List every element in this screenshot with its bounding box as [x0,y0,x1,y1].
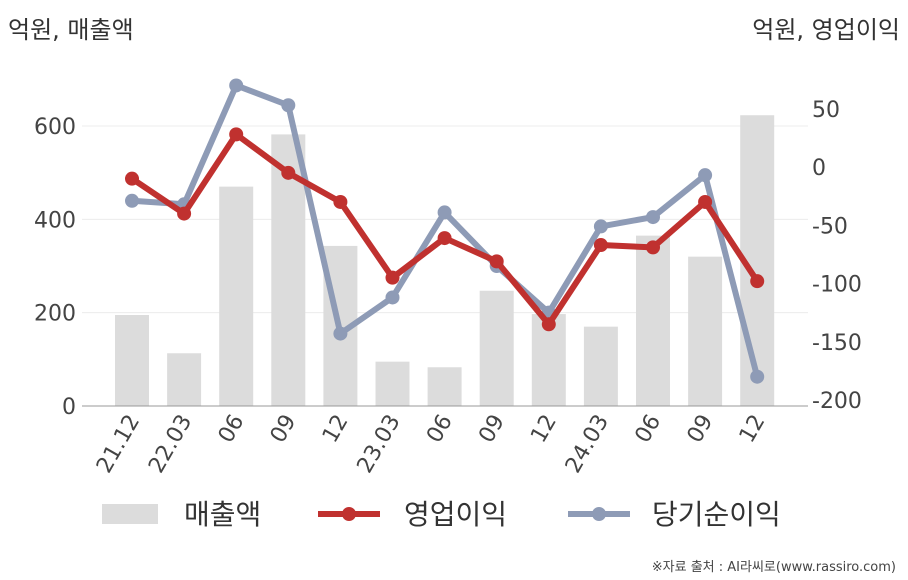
source-note: ※자료 출처 : AI라씨로(www.rassiro.com) [652,560,896,575]
x-tick-label: 12 [735,411,771,448]
y-right-tick-label: -200 [812,389,862,414]
x-tick-label: 22.03 [144,411,197,478]
x-tick-label: 09 [266,411,302,448]
bar [636,235,670,406]
series-point [333,326,348,341]
bar [375,361,410,406]
series-point [750,369,765,384]
series-point [646,210,660,225]
bar [167,353,202,406]
x-tick-label: 06 [631,411,667,448]
y-left-tick-label: 0 [62,395,76,420]
series-point [385,270,400,285]
legend-swatch-marker [592,507,606,521]
y-right-tick-label: -50 [812,214,848,239]
left-axis-label: 억원, 매출액 [8,16,134,44]
series-point [593,219,608,234]
line-series [125,78,765,384]
bar-series [115,115,775,406]
x-tick-label: 12 [318,411,354,448]
y-right-tick-label: 50 [812,98,840,123]
x-tick-label: 06 [214,411,250,448]
series-point [437,205,452,220]
legend-swatch-bar [102,504,158,524]
y-left-tick-label: 600 [34,115,76,140]
series-point [125,171,139,186]
series-point [593,238,608,253]
legend: 매출액 영업이익 당기순이익 [102,498,781,531]
series-point [489,254,504,269]
bar [688,256,723,406]
bar [427,367,462,406]
series-point [541,317,556,332]
bar [115,314,149,406]
y-right-tick-label: -100 [812,273,862,298]
legend-swatch-marker [342,507,356,521]
series-point [646,240,660,255]
series-point [125,193,139,208]
x-tick-label: 21.12 [92,411,145,478]
series-point [281,98,296,113]
legend-label: 당기순이익 [652,498,781,531]
series-point [281,165,296,180]
x-tick-label: 09 [474,411,510,448]
legend-label: 영업이익 [404,498,507,531]
series-point [437,231,452,246]
y-right-tick-label: -150 [812,331,862,356]
bar [219,186,254,406]
series-point [229,127,244,142]
series-point [385,290,400,305]
series-point [750,274,765,289]
legend-label: 매출액 [184,498,261,531]
x-tick-label: 12 [526,411,562,448]
bar [583,326,618,406]
series-point [333,194,348,209]
series-point [698,194,713,209]
series-point [177,206,192,221]
y-left-tick-label: 400 [34,208,76,233]
series-point [229,78,244,93]
bar [479,290,514,406]
y-right-tick-label: 0 [812,156,826,181]
x-tick-label: 06 [422,411,458,448]
x-tick-label: 09 [683,411,719,448]
x-tick-label: 23.03 [353,411,406,478]
right-axis-label: 억원, 영업이익 [752,16,900,44]
series-point [698,168,713,183]
x-tick-label: 24.03 [561,411,614,478]
y-left-tick-label: 200 [34,302,76,327]
